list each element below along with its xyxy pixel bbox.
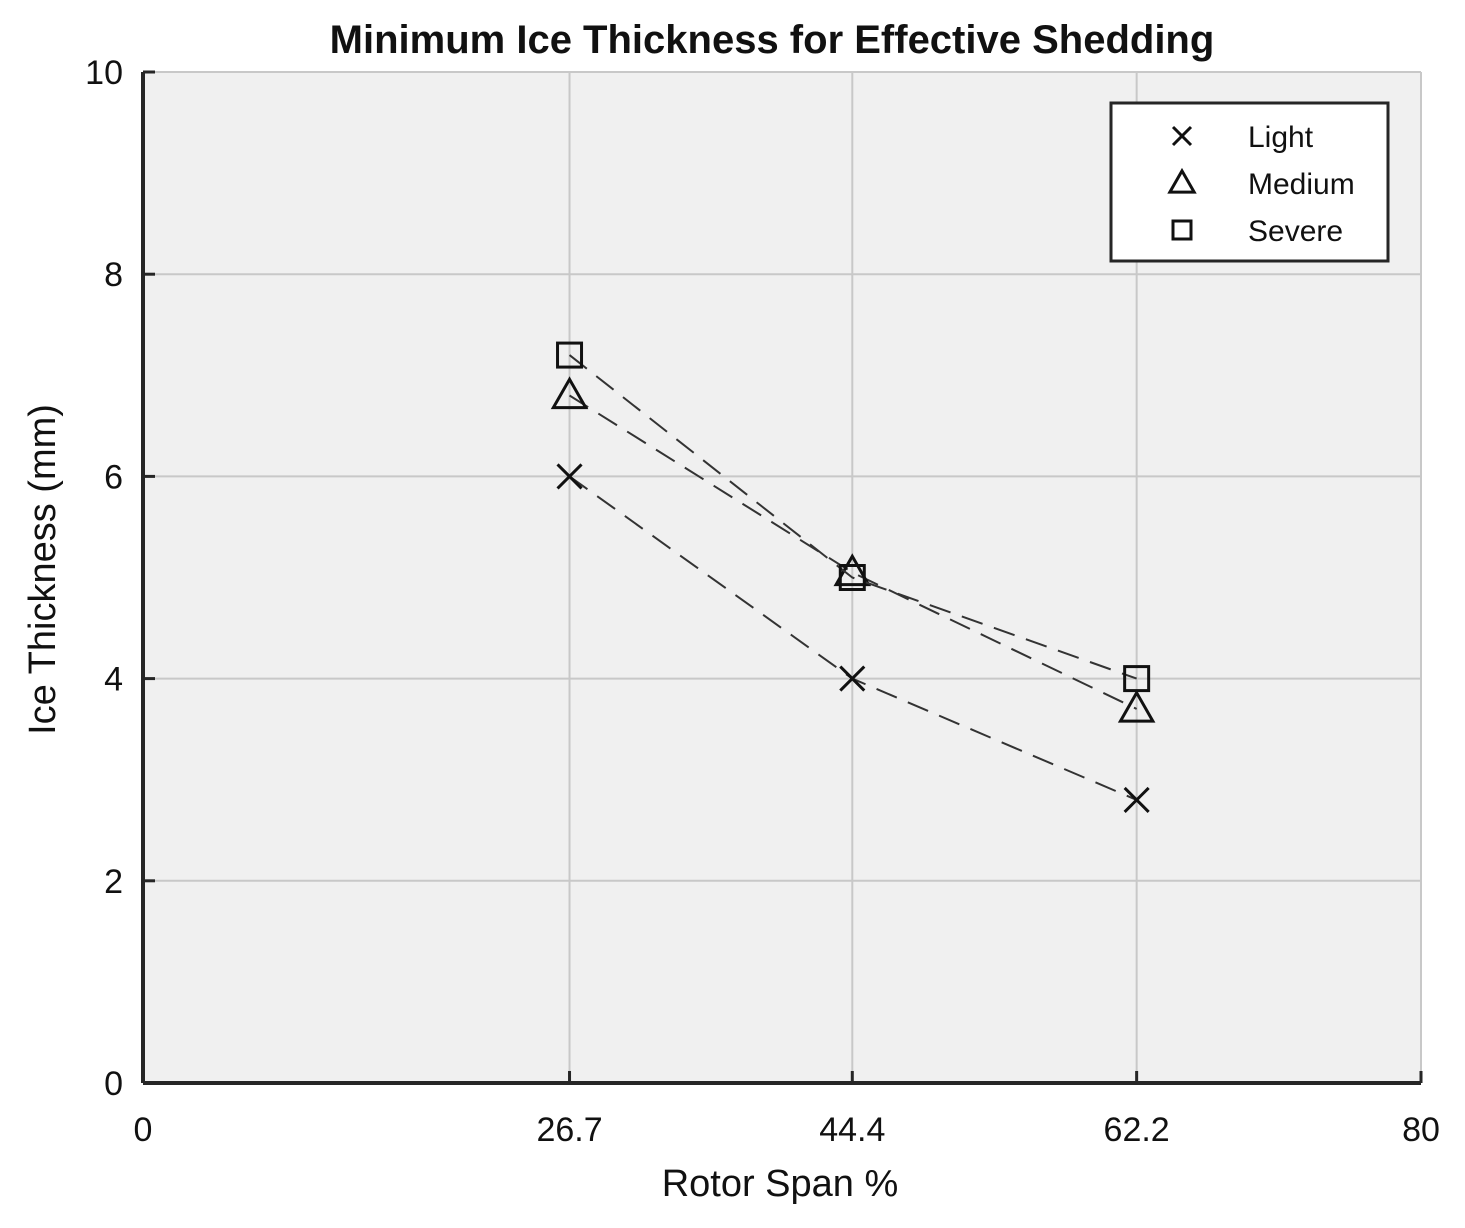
legend-item-severe: Severe <box>1171 215 1343 248</box>
legend-item-medium: Medium <box>1167 167 1355 201</box>
series-severe <box>556 341 1151 693</box>
y-tick-label: 8 <box>104 256 123 294</box>
legend-marker <box>1171 219 1193 241</box>
data-point-severe <box>1123 665 1151 693</box>
legend-marker <box>1171 125 1193 147</box>
ticks-layer: 0 26.7 44.4 62.2 80 0 2 4 6 8 10 <box>85 54 1440 1149</box>
x-axis-label: Rotor Span % <box>662 1163 899 1205</box>
legend-label: Medium <box>1248 168 1355 201</box>
y-tick-label: 2 <box>104 863 123 901</box>
series-line <box>569 394 1138 710</box>
data-point-light <box>1123 786 1150 813</box>
y-tick-label: 6 <box>104 458 123 496</box>
x-tick-label: 62.2 <box>1104 1111 1170 1149</box>
legend-label: Severe <box>1248 215 1343 248</box>
series-light <box>556 463 1150 813</box>
legend-items: Light Medium Severe <box>1167 121 1355 248</box>
chart-title: Minimum Ice Thickness for Effective Shed… <box>330 18 1215 62</box>
x-tick-label: 0 <box>134 1111 153 1149</box>
data-point-severe <box>556 341 584 369</box>
series-line <box>568 354 1137 680</box>
data-point-medium <box>550 376 589 410</box>
x-tick-label: 26.7 <box>536 1111 602 1149</box>
y-axis-label: Ice Thickness (mm) <box>22 404 64 735</box>
data-point-light <box>839 665 866 692</box>
legend: Light Medium Severe <box>1109 101 1390 263</box>
data-point-medium <box>1117 689 1156 723</box>
data-point-severe <box>838 564 866 591</box>
legend-item-light: Light <box>1171 121 1314 154</box>
y-tick-label: 0 <box>104 1065 123 1103</box>
y-tick-label: 10 <box>85 54 123 92</box>
legend-marker <box>1167 167 1197 194</box>
data-point-light <box>556 463 583 490</box>
legend-label: Light <box>1248 121 1314 154</box>
y-tick-label: 4 <box>104 661 123 699</box>
axes-layer <box>141 72 1421 1085</box>
legend-box <box>1109 101 1390 263</box>
x-tick-label: 44.4 <box>819 1111 885 1149</box>
x-tick-label: 80 <box>1402 1111 1440 1149</box>
series-layer <box>550 341 1156 813</box>
